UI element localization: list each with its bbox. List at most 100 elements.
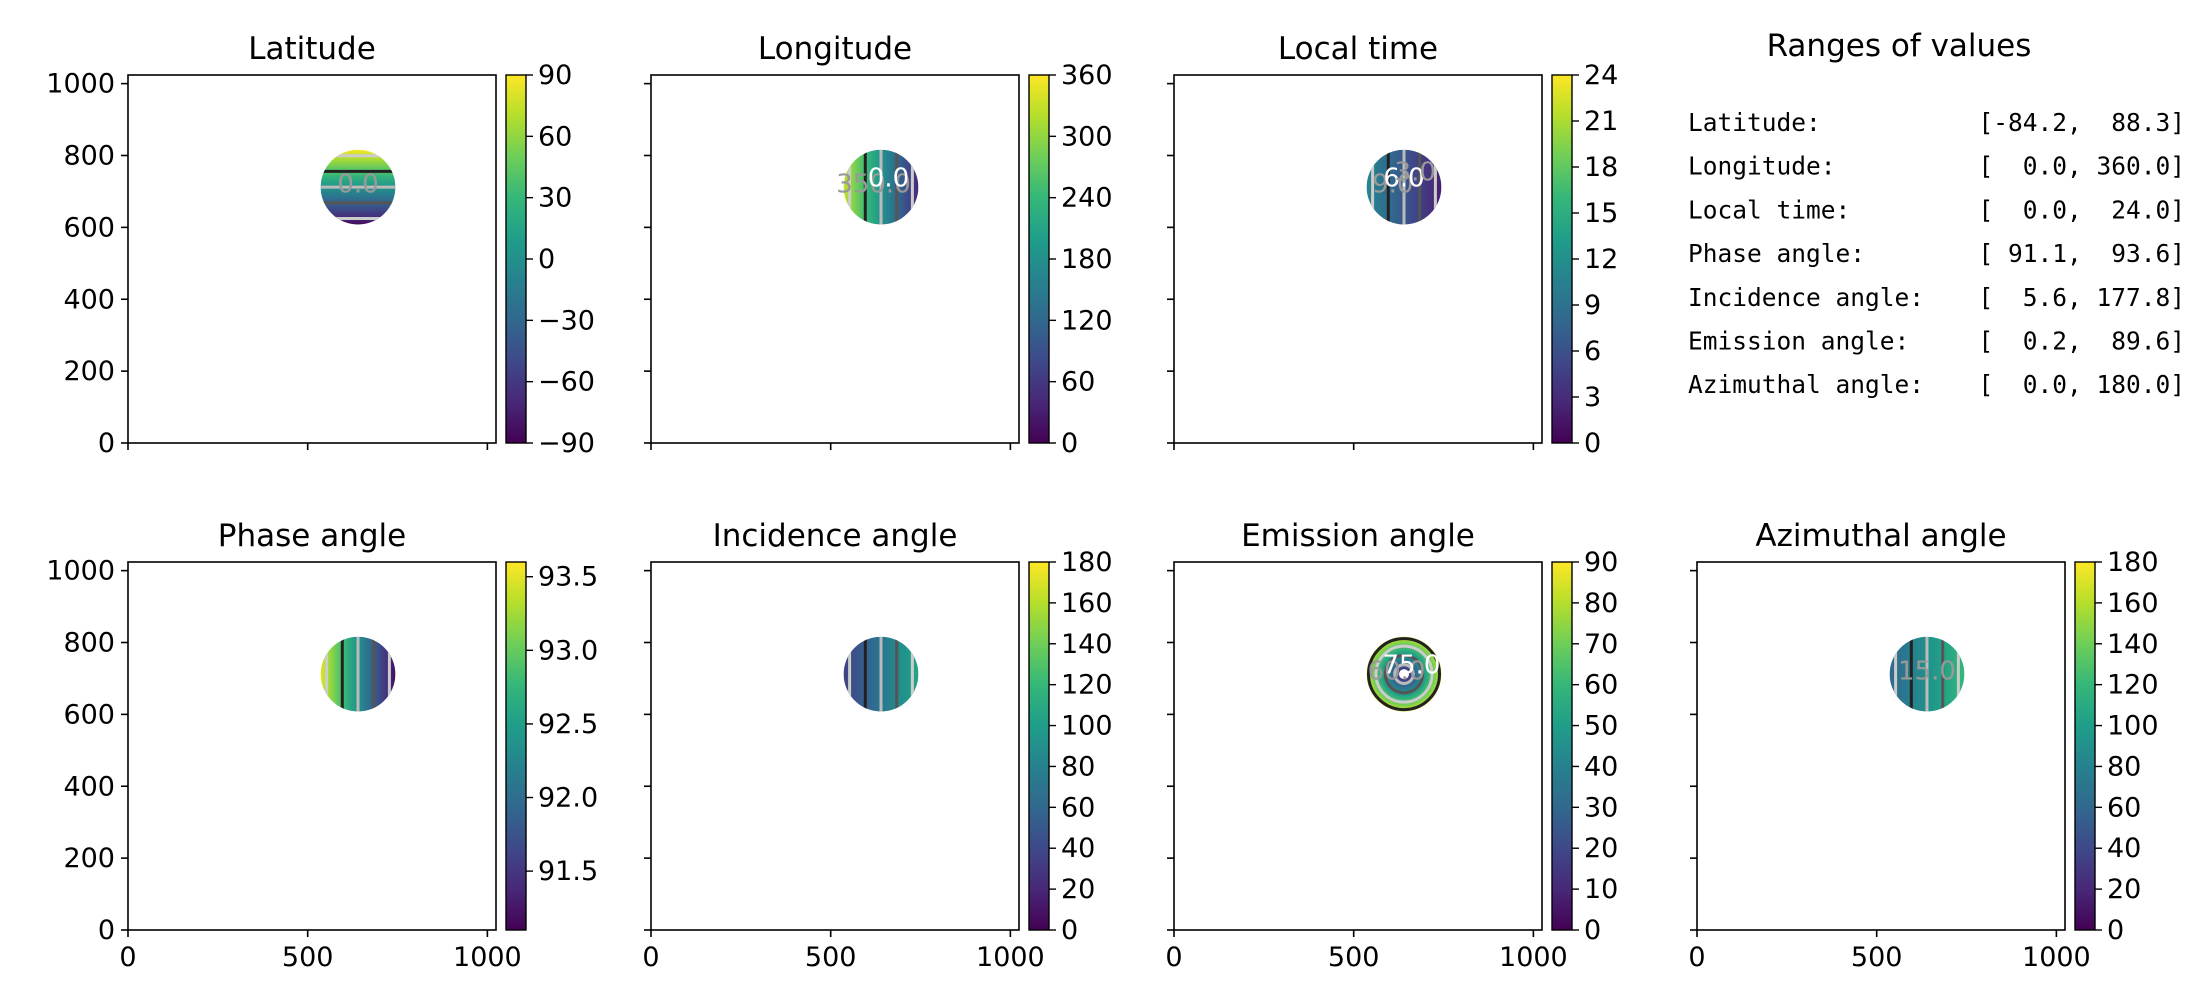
y-tick-label: 600	[63, 212, 115, 243]
panel-title: Phase angle	[218, 518, 406, 554]
range-label: Latitude:	[1688, 108, 1821, 137]
disk-image	[843, 149, 919, 225]
colorbar-tick-label: 6	[1584, 336, 1601, 367]
colorbar-tick-label: 60	[538, 121, 572, 152]
contour-label: 350.0	[836, 170, 910, 200]
y-tick-label: 800	[63, 141, 115, 172]
range-value: [ 0.0, 360.0]	[1978, 152, 2185, 181]
x-tick-label: 0	[1165, 942, 1182, 973]
axes-frame	[127, 74, 497, 444]
colorbar-tick-label: 91.5	[538, 856, 598, 887]
colorbar-tick-label: 0	[538, 244, 555, 275]
panel-latitude: Latitude 0.0 0 200 400 600 800 1000 90 60 30 0 −30 −6…	[46, 31, 595, 459]
x-tick-label: 0	[642, 942, 659, 973]
contour-label: 0.0	[868, 164, 909, 194]
colorbar-tick-label: 0	[1061, 428, 1078, 459]
colorbar-tick-label: 93.0	[538, 635, 598, 666]
colorbar-tick-label: 93.5	[538, 562, 598, 593]
x-tick-label: 500	[805, 942, 857, 973]
x-tick-label: 1000	[2022, 942, 2091, 973]
colorbar-frame	[1551, 561, 1573, 931]
colorbar-tick-label: 100	[2107, 711, 2159, 742]
colorbar-tick-label: 120	[1061, 670, 1113, 701]
contour-label: 6.0	[1383, 164, 1424, 194]
colorbar	[2075, 562, 2095, 930]
colorbar-tick-label: 360	[1061, 60, 1113, 91]
disk-image	[320, 636, 396, 712]
colorbar-tick-label: 0	[2107, 915, 2124, 946]
y-tick-label: 600	[63, 699, 115, 730]
colorbar-tick-label: 60	[2107, 792, 2141, 823]
contour-line	[1393, 663, 1415, 685]
x-tick-label: 1000	[976, 942, 1045, 973]
axes-frame	[1173, 561, 1543, 931]
panel-title: Longitude	[758, 31, 912, 67]
panel-local-time: Local time 9.06.03.0 24 21 18 15 12 9 6 3 0	[1167, 31, 1618, 459]
colorbar-tick-label: 15	[1584, 198, 1618, 229]
contour-label: 15.0	[1898, 657, 1956, 687]
colorbar-tick-label: 40	[2107, 833, 2141, 864]
colorbar-tick-label: 0	[1584, 915, 1601, 946]
colorbar-tick-label: 18	[1584, 152, 1618, 183]
colorbar-tick-label: 160	[2107, 588, 2159, 619]
y-tick-label: 1000	[46, 556, 115, 587]
panel-title: Incidence angle	[713, 518, 958, 554]
colorbar-tick-label: 30	[538, 183, 572, 214]
range-value: [-84.2, 88.3]	[1978, 108, 2185, 137]
contour-label: 75.0	[1383, 651, 1441, 681]
axes-frame	[1173, 74, 1543, 444]
x-tick-label: 0	[119, 942, 136, 973]
colorbar-tick-label: 240	[1061, 183, 1113, 214]
colorbar-tick-label: 24	[1584, 60, 1618, 91]
colorbar-tick-label: 120	[1061, 305, 1113, 336]
panel-title: Local time	[1278, 31, 1438, 67]
colorbar-tick-label: 60	[1061, 367, 1095, 398]
disk-image	[320, 149, 396, 225]
ranges-title: Ranges of values	[1767, 28, 2032, 64]
disk-image	[1366, 636, 1442, 712]
ranges-table: Ranges of values Latitude: [-84.2, 88.3] Lo…	[1688, 28, 2185, 399]
axes-frame	[650, 74, 1020, 444]
colorbar-tick-label: 20	[1061, 874, 1095, 905]
contour-center	[1399, 669, 1409, 680]
panel-title: Latitude	[248, 31, 376, 67]
colorbar-tick-label: 40	[1061, 833, 1095, 864]
colorbar-frame	[505, 561, 527, 931]
colorbar-tick-label: 80	[1061, 751, 1095, 782]
y-tick-label: 1000	[46, 69, 115, 100]
x-tick-label: 1000	[453, 942, 522, 973]
colorbar-tick-label: 92.5	[538, 709, 598, 740]
range-label: Phase angle:	[1688, 239, 1865, 268]
colorbar-frame	[1028, 561, 1050, 931]
colorbar	[1552, 75, 1572, 443]
contour-line	[1374, 644, 1434, 704]
x-tick-label: 500	[1328, 942, 1380, 973]
contour-line	[1366, 637, 1442, 712]
contour-label: 9.0	[1372, 170, 1413, 200]
x-tick-label: 500	[1851, 942, 1903, 973]
colorbar-tick-label: −30	[538, 305, 595, 336]
range-label: Emission angle:	[1688, 327, 1909, 356]
colorbar-tick-label: −90	[538, 428, 595, 459]
colorbar-tick-label: 300	[1061, 121, 1113, 152]
y-tick-label: 400	[63, 284, 115, 315]
range-value: [ 5.6, 177.8]	[1978, 283, 2185, 312]
axes-frame	[1696, 561, 2066, 931]
range-label: Azimuthal angle:	[1688, 370, 1924, 399]
colorbar-tick-label: 180	[1061, 244, 1113, 275]
colorbar	[506, 562, 526, 930]
colorbar-tick-label: 100	[1061, 711, 1113, 742]
y-tick-label: 200	[63, 356, 115, 387]
colorbar-tick-label: 80	[2107, 751, 2141, 782]
colorbar-tick-label: 140	[1061, 629, 1113, 660]
colorbar-tick-label: 9	[1584, 290, 1601, 321]
disk-image	[1889, 636, 1965, 712]
colorbar-tick-label: 60	[1061, 792, 1095, 823]
colorbar-tick-label: 92.0	[538, 783, 598, 814]
colorbar-tick-label: 60	[1584, 670, 1618, 701]
colorbar-tick-label: 20	[2107, 874, 2141, 905]
